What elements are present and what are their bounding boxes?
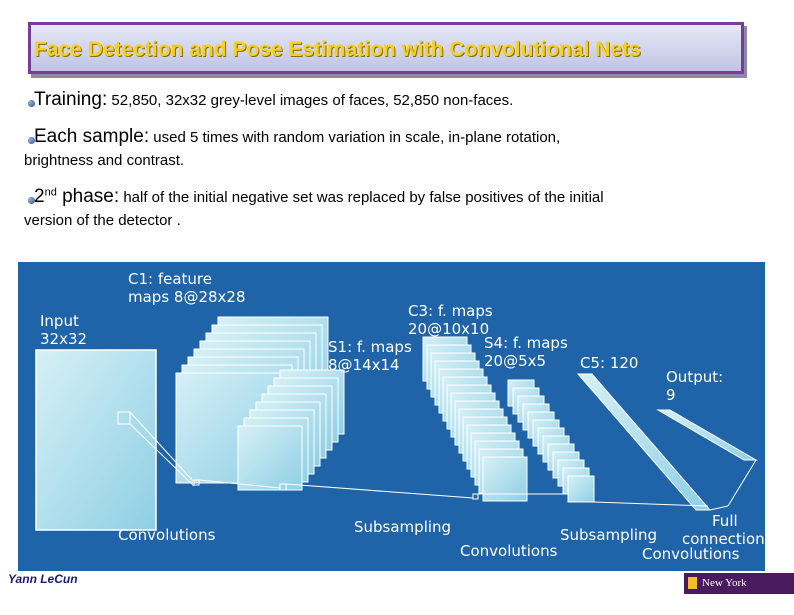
bullet-text: 52,850, 32x32 grey-level images of faces… (107, 92, 514, 109)
torch-icon (688, 577, 697, 589)
cnn-architecture-diagram: Input 32x32 C1: feature maps 8@28x28 S1:… (18, 262, 765, 571)
bullet-text: used 5 times with random variation in sc… (149, 129, 561, 146)
bullet-second-phase: 2nd phase: half of the initial negative … (34, 186, 604, 208)
bullet-lead-rest: phase: (56, 186, 120, 207)
c5-layer (576, 373, 712, 511)
label-output-2: 9 (666, 386, 676, 404)
label-input-2: 32x32 (40, 330, 87, 348)
cnn-diagram-svg: Input 32x32 C1: feature maps 8@28x28 S1:… (35, 270, 765, 563)
label-s1-2: 8@14x14 (328, 356, 400, 374)
bullet-superscript: nd (44, 186, 57, 199)
label-subsampling-1: Subsampling (354, 518, 451, 536)
label-c5: C5: 120 (580, 354, 638, 372)
c3-feature-maps (422, 336, 528, 502)
label-c1-2: maps 8@28x28 (128, 288, 246, 306)
label-s4-1: S4: f. maps (484, 334, 568, 352)
bullet-lead: 2 (34, 186, 45, 207)
bullet-training: Training: 52,850, 32x32 grey-level image… (34, 89, 513, 111)
bullet-icon (28, 100, 35, 107)
bullet-icon (28, 137, 35, 144)
s4-feature-maps (507, 379, 595, 503)
author-credit: Yann LeCun (8, 572, 78, 586)
bullet-text: half of the initial negative set was rep… (119, 189, 604, 206)
nyu-logo: New York University (684, 573, 794, 610)
nyu-logo-text: New York University (702, 577, 749, 610)
bullet-lead: Each sample: (34, 126, 150, 147)
bullet-continuation: version of the detector . (24, 212, 181, 229)
bullet-icon (28, 197, 35, 204)
label-full-1: Full (712, 512, 738, 530)
output-layer (656, 409, 758, 461)
label-convolutions-3: Convolutions (642, 545, 740, 563)
label-convolutions-1: Convolutions (118, 526, 216, 544)
bullet-each-sample: Each sample: used 5 times with random va… (34, 126, 560, 148)
label-c1-1: C1: feature (128, 270, 212, 288)
label-output-1: Output: (666, 368, 723, 386)
label-s4-2: 20@5x5 (484, 352, 546, 370)
input-plane (35, 349, 157, 531)
connection-lines (117, 411, 757, 511)
slide-title: Face Detection and Pose Estimation with … (34, 38, 641, 61)
bullet-continuation: brightness and contrast. (24, 152, 185, 169)
label-s1-1: S1: f. maps (328, 338, 412, 356)
label-input-1: Input (40, 312, 79, 330)
s1-feature-maps (237, 369, 345, 491)
label-c3-1: C3: f. maps (408, 302, 493, 320)
label-convolutions-2: Convolutions (460, 542, 558, 560)
bullet-lead: Training: (34, 89, 108, 110)
label-subsampling-2: Subsampling (560, 526, 657, 544)
label-full-2: connection (682, 530, 765, 548)
label-c3-2: 20@10x10 (408, 320, 489, 338)
title-banner (28, 22, 744, 74)
